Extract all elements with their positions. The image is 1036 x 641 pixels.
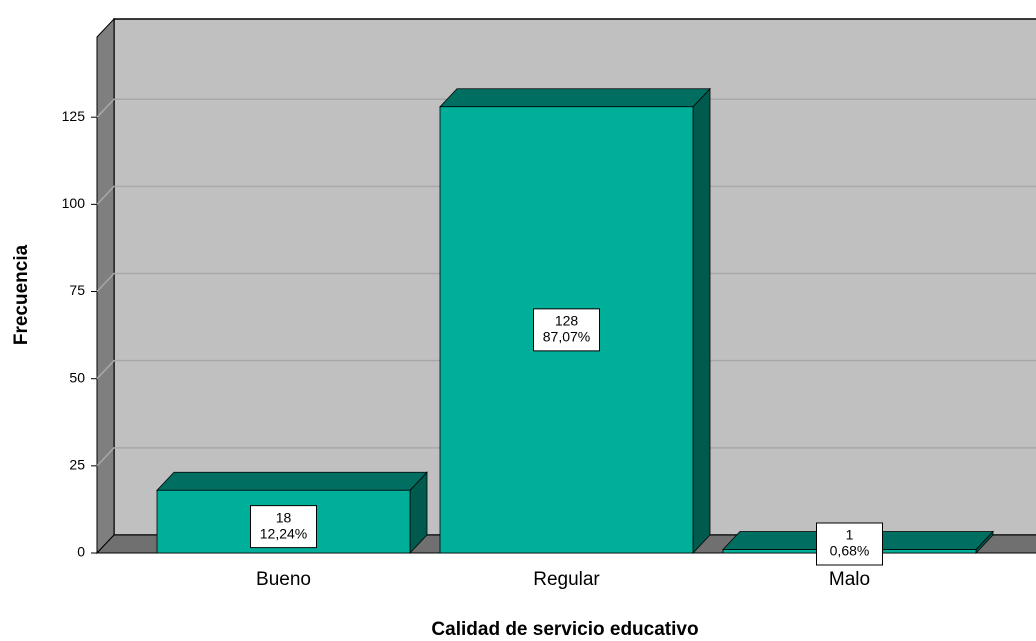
data-label: 128 — [555, 313, 579, 329]
grid-line — [96, 359, 1036, 380]
grid-line — [96, 185, 1036, 205]
grid-line — [96, 447, 1036, 467]
x-tick-label: Malo — [829, 569, 870, 590]
data-label: 1 — [846, 527, 854, 543]
y-axis-title: Frecuencia — [11, 244, 32, 345]
left-wall — [96, 17, 115, 555]
y-tick-label: 25 — [69, 457, 85, 473]
data-label-percent: 0,68% — [830, 543, 870, 559]
y-tick-label: 75 — [69, 282, 85, 298]
x-tick-label: Bueno — [256, 569, 311, 590]
data-label-box — [816, 522, 883, 566]
data-label-box — [533, 308, 600, 352]
grid-line — [96, 272, 1036, 293]
y-tick-label: 50 — [69, 369, 85, 385]
data-label-percent: 87,07% — [543, 329, 590, 345]
data-label-percent: 12,24% — [260, 525, 307, 541]
bar-top — [156, 471, 428, 491]
y-tick-label: 125 — [62, 108, 86, 124]
bar-side — [692, 87, 711, 555]
data-label: 18 — [276, 509, 292, 525]
y-tick-label: 0 — [77, 544, 85, 560]
bar-top — [439, 88, 711, 108]
data-label-box — [250, 505, 317, 549]
x-axis-title: Calidad de servicio educativo — [431, 619, 698, 640]
x-tick-label: Regular — [533, 569, 600, 590]
grid-line — [96, 98, 1036, 118]
y-tick-label: 100 — [62, 195, 86, 211]
